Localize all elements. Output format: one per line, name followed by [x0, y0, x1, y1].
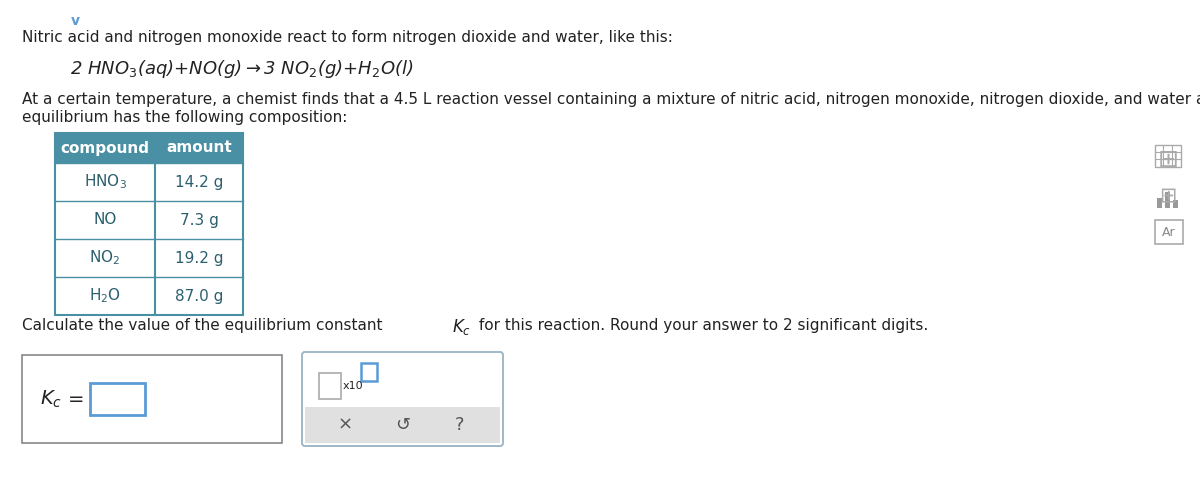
Text: v: v [71, 14, 79, 28]
Text: Ar: Ar [1162, 225, 1176, 239]
Text: 2 HNO$_3$(aq)+NO(g)$\rightarrow$3 NO$_2$(g)+H$_2$O(l): 2 HNO$_3$(aq)+NO(g)$\rightarrow$3 NO$_2$… [70, 58, 414, 80]
Text: Nitric acid and nitrogen monoxide react to form nitrogen dioxide and water, like: Nitric acid and nitrogen monoxide react … [22, 30, 673, 45]
Text: $K_c$: $K_c$ [40, 388, 62, 409]
Bar [1165, 192, 1170, 208]
FancyBboxPatch shape [302, 352, 503, 446]
Text: H$_2$O: H$_2$O [89, 287, 121, 305]
Text: 14.2 g: 14.2 g [175, 174, 223, 190]
Text: ⊞: ⊞ [1159, 185, 1177, 205]
Text: x10: x10 [343, 381, 364, 391]
Text: NO$_2$: NO$_2$ [89, 248, 121, 268]
Text: At a certain temperature, a chemist finds that a 4.5 L reaction vessel containin: At a certain temperature, a chemist find… [22, 92, 1200, 107]
Text: amount: amount [166, 140, 232, 156]
Bar [1174, 200, 1178, 208]
Text: $K_c$: $K_c$ [452, 317, 472, 337]
Text: compound: compound [60, 140, 150, 156]
Bar [1154, 220, 1183, 244]
Bar [1157, 198, 1162, 208]
Bar [55, 133, 242, 163]
Text: HNO$_3$: HNO$_3$ [84, 173, 126, 191]
Bar [319, 373, 341, 399]
Text: ?: ? [455, 416, 464, 434]
Bar [305, 407, 500, 443]
Bar [1154, 145, 1181, 167]
Text: ↺: ↺ [396, 416, 410, 434]
Bar [22, 355, 282, 443]
Text: =: = [68, 389, 84, 409]
Text: Calculate the value of the equilibrium constant: Calculate the value of the equilibrium c… [22, 318, 388, 333]
Text: ×: × [337, 416, 353, 434]
Bar [90, 383, 145, 415]
Text: for this reaction. Round your answer to 2 significant digits.: for this reaction. Round your answer to … [474, 318, 929, 333]
Text: 87.0 g: 87.0 g [175, 289, 223, 303]
Text: NO: NO [94, 213, 116, 227]
Text: 19.2 g: 19.2 g [175, 250, 223, 266]
Bar [55, 133, 242, 315]
Text: equilibrium has the following composition:: equilibrium has the following compositio… [22, 110, 347, 125]
Text: ⊞: ⊞ [1158, 148, 1178, 172]
Bar [361, 363, 377, 381]
Text: 7.3 g: 7.3 g [180, 213, 218, 227]
